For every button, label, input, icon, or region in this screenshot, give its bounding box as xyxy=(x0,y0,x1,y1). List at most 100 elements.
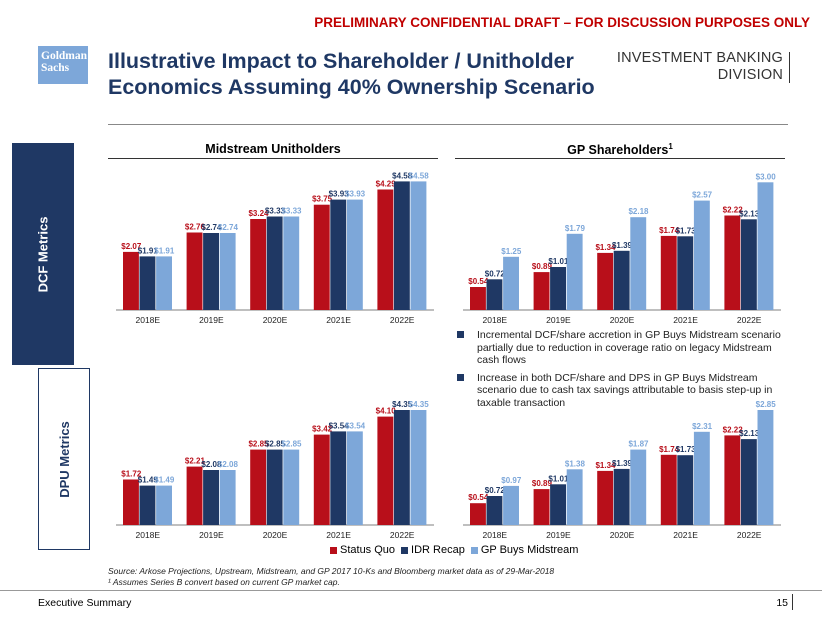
bar-gp-buys-midstream xyxy=(630,449,647,525)
header-rule xyxy=(108,124,788,125)
bar-gp-buys-midstream xyxy=(630,217,647,310)
bar-idr-recap xyxy=(740,439,757,525)
bar-gp-buys-midstream xyxy=(693,200,710,310)
data-label: $1.72 xyxy=(121,470,142,479)
bar-status-quo xyxy=(123,479,139,525)
x-tick-label: 2020E xyxy=(263,530,288,540)
data-label: $2.74 xyxy=(218,223,239,232)
chart-legend: Status Quo IDR Recap GP Buys Midstream xyxy=(330,544,578,556)
bar-idr-recap xyxy=(740,219,757,310)
division-divider xyxy=(789,52,790,83)
dcf-metrics-label: DCF Metrics xyxy=(12,143,74,365)
division-line-2: DIVISION xyxy=(717,67,783,83)
bar-status-quo xyxy=(186,466,203,525)
logo-line-1: Goldman xyxy=(41,50,88,62)
bar-status-quo xyxy=(724,435,741,525)
x-tick-label: 2022E xyxy=(737,530,762,540)
bar-idr-recap xyxy=(330,199,347,310)
bar-status-quo xyxy=(533,272,550,310)
data-label: $4.35 xyxy=(392,400,413,409)
bullet-item: Incremental DCF/share accretion in GP Bu… xyxy=(457,329,787,367)
chart-midstream-dcf: $2.07$1.91$1.912018E$2.76$2.74$2.742019E… xyxy=(116,171,434,325)
dpu-metrics-text: DPU Metrics xyxy=(56,420,72,498)
data-label: $3.33 xyxy=(281,207,302,216)
division-line-1: INVESTMENT BANKING xyxy=(616,50,783,66)
bar-status-quo xyxy=(377,416,394,525)
data-label: $2.31 xyxy=(692,422,713,431)
data-label: $2.08 xyxy=(218,460,239,469)
x-tick-label: 2019E xyxy=(199,315,224,325)
draft-banner: PRELIMINARY CONFIDENTIAL DRAFT – FOR DIS… xyxy=(314,15,810,30)
x-tick-label: 2021E xyxy=(673,530,698,540)
legend-item-idr-recap: IDR Recap xyxy=(401,544,465,556)
bar-status-quo xyxy=(470,503,486,525)
data-label: $2.85 xyxy=(756,400,777,409)
x-tick-label: 2019E xyxy=(546,530,571,540)
data-label: $2.22 xyxy=(723,425,744,434)
bar-status-quo xyxy=(470,287,486,310)
page-number-divider xyxy=(792,594,793,610)
title-line-1: Illustrative Impact to Shareholder / Uni… xyxy=(108,49,574,73)
dcf-metrics-text: DCF Metrics xyxy=(35,216,51,292)
data-label: $4.58 xyxy=(392,171,413,180)
x-tick-label: 2020E xyxy=(610,315,635,325)
bar-gp-buys-midstream xyxy=(503,256,519,310)
data-label: $3.42 xyxy=(312,425,333,434)
bar-gp-buys-midstream xyxy=(566,233,583,310)
data-label: $1.74 xyxy=(659,226,680,235)
legend-item-gp-buys: GP Buys Midstream xyxy=(470,544,578,556)
bar-gp-buys-midstream xyxy=(693,431,710,525)
bar-idr-recap xyxy=(139,485,156,525)
bar-status-quo xyxy=(313,204,330,310)
x-tick-label: 2022E xyxy=(390,530,415,540)
bar-idr-recap xyxy=(393,410,410,525)
data-label: $3.54 xyxy=(329,421,350,430)
x-tick-label: 2018E xyxy=(483,315,508,325)
bar-status-quo xyxy=(186,232,203,310)
bar-status-quo xyxy=(313,434,330,525)
data-label: $3.54 xyxy=(345,421,366,430)
data-label: $3.75 xyxy=(312,195,333,204)
data-label: $1.34 xyxy=(595,243,616,252)
bar-idr-recap xyxy=(486,496,503,525)
division-label: INVESTMENT BANKING DIVISION xyxy=(600,50,783,84)
bar-gp-buys-midstream xyxy=(283,216,300,310)
bar-status-quo xyxy=(123,251,139,310)
data-label: $2.08 xyxy=(201,460,222,469)
bullet-item: Increase in both DCF/share and DPS in GP… xyxy=(457,372,787,410)
data-label: $1.34 xyxy=(595,461,616,470)
data-label: $2.13 xyxy=(739,209,760,218)
legend-label: IDR Recap xyxy=(411,544,465,556)
logo-line-2: Sachs xyxy=(41,62,70,74)
x-tick-label: 2021E xyxy=(326,530,351,540)
bar-idr-recap xyxy=(266,216,283,310)
bar-idr-recap xyxy=(613,468,630,525)
bar-status-quo xyxy=(377,189,394,310)
data-label: $1.39 xyxy=(612,459,633,468)
data-label: $0.54 xyxy=(468,493,489,502)
section-heading-gp-sup: 1 xyxy=(668,142,673,151)
bar-status-quo xyxy=(250,219,267,310)
data-label: $1.49 xyxy=(138,476,159,485)
page-number: 15 xyxy=(776,597,788,609)
x-tick-label: 2022E xyxy=(390,315,415,325)
bar-status-quo xyxy=(533,489,550,525)
data-label: $3.00 xyxy=(756,172,777,181)
bar-idr-recap xyxy=(613,250,630,310)
section-heading-gp: GP Shareholders1 xyxy=(455,142,785,157)
data-label: $2.85 xyxy=(265,440,286,449)
data-label: $1.49 xyxy=(154,476,175,485)
data-label: $2.85 xyxy=(281,440,302,449)
data-label: $2.57 xyxy=(692,191,713,200)
data-label: $2.22 xyxy=(723,206,744,215)
footer-section-label: Executive Summary xyxy=(38,597,132,609)
source-note: Source: Arkose Projections, Upstream, Mi… xyxy=(108,566,554,587)
bar-idr-recap xyxy=(139,256,156,310)
bar-gp-buys-midstream xyxy=(757,182,774,310)
data-label: $1.39 xyxy=(612,241,633,250)
title-line-2: Economics Assuming 40% Ownership Scenari… xyxy=(108,75,595,99)
bar-idr-recap xyxy=(330,431,347,525)
bar-gp-buys-midstream xyxy=(346,199,363,310)
data-label: $0.89 xyxy=(532,262,553,271)
bar-idr-recap xyxy=(677,236,694,310)
